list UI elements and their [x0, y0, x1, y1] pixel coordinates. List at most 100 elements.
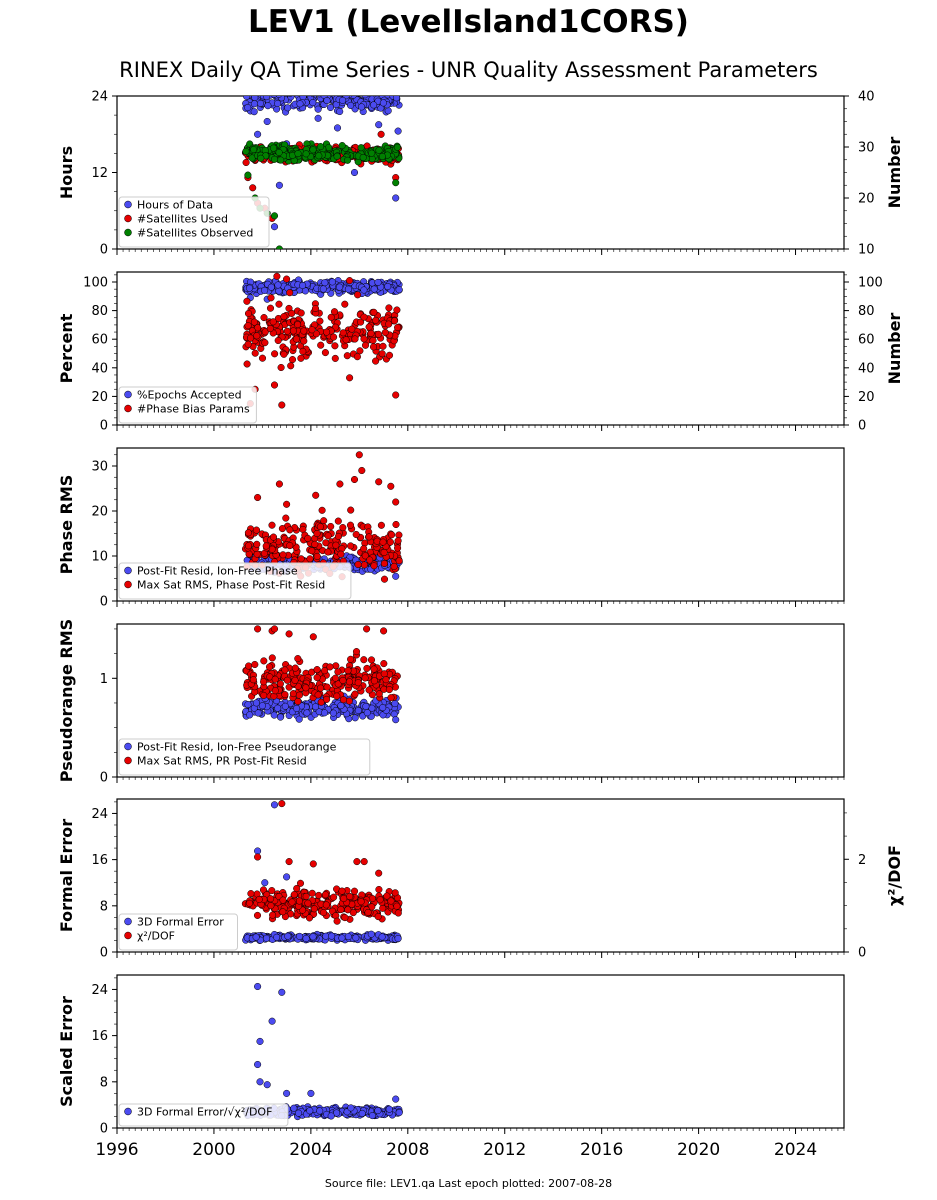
series-4-2-point [321, 667, 329, 675]
series-1-1-point [299, 96, 307, 101]
series-3-2-point [254, 493, 262, 502]
series-3-2-point [313, 529, 321, 538]
series-4-1-point [258, 702, 266, 710]
series-3-2-point [337, 550, 345, 558]
series-6-1-point [263, 1081, 271, 1089]
series-1-1-point [326, 103, 335, 112]
series-1-1-point [264, 102, 272, 110]
series-1-3-point [344, 156, 352, 164]
y-tick-label: 12 [91, 166, 108, 181]
series-3-2-point [392, 498, 400, 506]
series-1-1-point [323, 97, 331, 105]
series-5-2-point [279, 896, 287, 904]
series-1-1-point [326, 86, 333, 93]
series-3-2-point [395, 531, 403, 539]
y-axis-label: Scaled Error [57, 996, 76, 1107]
series-2-2-point [277, 363, 285, 372]
series-1-2-point [242, 158, 250, 167]
series-2-2-point [286, 289, 294, 297]
series-1-1-point [287, 96, 295, 101]
series-4-1-point [379, 704, 387, 712]
series-5-2-point [309, 860, 317, 868]
legend-label: Post-Fit Resid, Ion-Free Pseudorange [137, 741, 337, 754]
legend-label: %Epochs Accepted [137, 389, 242, 402]
series-4-1-point [276, 713, 285, 721]
series-1-3-point [315, 152, 323, 160]
series-1-1-point [314, 114, 322, 122]
series-3-2-point [392, 520, 400, 529]
series-3-2-point [394, 537, 402, 545]
series-2-2-point [250, 318, 258, 326]
series-4-2-point [332, 662, 340, 670]
y-tick-label: 24 [91, 807, 108, 822]
series-1-1-point [263, 96, 271, 101]
series-4-2-point [385, 686, 393, 694]
series-4-2-point [295, 691, 303, 699]
data-points [242, 272, 403, 409]
x-tick-label: 2012 [483, 1140, 526, 1160]
series-5-2-point [269, 911, 277, 919]
series-5-2-point [349, 909, 357, 917]
series-4-2-point [387, 694, 395, 702]
series-1-1-point [270, 96, 278, 98]
series-2-2-point [243, 297, 251, 305]
legend-label: Hours of Data [137, 199, 213, 212]
series-1-3-point [368, 149, 376, 157]
y-tick-label: 0 [100, 946, 108, 961]
legend-marker [124, 917, 132, 926]
series-4-2-point [334, 668, 342, 676]
series-4-2-point [344, 667, 352, 675]
series-2-1-point [267, 283, 275, 291]
y-tick-label: 0 [100, 595, 108, 610]
series-3-2-point [346, 521, 355, 529]
series-4-2-point [260, 678, 268, 686]
series-3-2-point [395, 557, 403, 565]
series-1-1-point [251, 96, 259, 102]
series-2-2-point [271, 350, 279, 358]
series-2-2-point [360, 335, 368, 343]
series-4-2-point [268, 654, 276, 662]
series-2-2-point [288, 356, 297, 364]
series-3-2-point [380, 559, 388, 568]
series-4-1-point [337, 702, 345, 710]
series-4-2-point [363, 625, 371, 633]
series-4-2-point [334, 680, 342, 688]
series-3-2-point [332, 541, 340, 549]
y-right-tick-label: 40 [858, 90, 875, 105]
y-right-tick-label: 40 [858, 361, 875, 376]
series-2-2-point [331, 354, 339, 362]
series-4-2-point [363, 664, 371, 672]
series-5-2-point [247, 890, 255, 898]
x-tick-label: 2000 [192, 1140, 235, 1160]
series-4-2-point [251, 660, 259, 669]
series-2-2-point [354, 291, 362, 299]
series-2-2-point [269, 318, 277, 326]
series-3-2-point [334, 532, 343, 540]
legend-label: Max Sat RMS, PR Post-Fit Resid [137, 755, 307, 768]
series-2-1-point [384, 282, 392, 291]
series-3-2-point [253, 540, 261, 548]
y-right-axis-label: χ²/DOF [885, 845, 904, 906]
series-4-1-point [246, 711, 254, 719]
series-2-1-point [360, 286, 368, 294]
series-3-2-point [334, 517, 342, 525]
series-2-2-point [312, 330, 320, 338]
series-6-1-point [347, 1104, 355, 1112]
series-3-2-point [347, 542, 355, 550]
series-2-2-point [288, 309, 296, 317]
series-5-2-point [267, 895, 275, 903]
series-2-2-point [341, 300, 349, 308]
y-tick-label: 20 [91, 505, 108, 520]
series-1-1-point [350, 168, 359, 177]
legend-label: 3D Formal Error/√χ²/DOF [137, 1106, 272, 1119]
series-2-2-point [261, 328, 269, 336]
legend-label: #Satellites Used [137, 213, 228, 226]
x-tick-label: 2024 [774, 1140, 817, 1160]
series-3-2-point [244, 542, 253, 550]
series-2-2-point [339, 329, 347, 337]
series-5-2-point [315, 891, 323, 899]
series-1-1-point [270, 88, 277, 95]
series-2-2-point [330, 308, 339, 316]
series-6-1-point [256, 1078, 264, 1086]
